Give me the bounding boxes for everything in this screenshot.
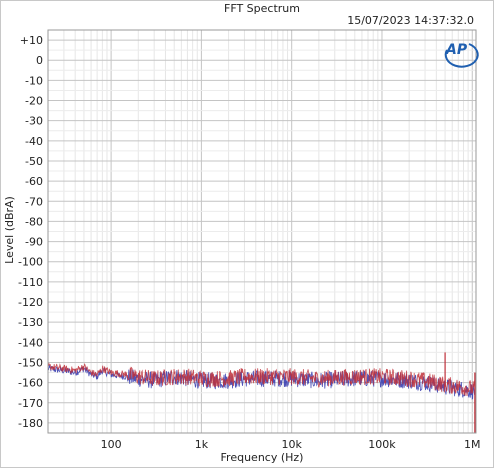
- y-tick-label: +10: [20, 34, 43, 47]
- x-tick-label: 1M: [464, 438, 481, 451]
- plot-area: +10 0 -10 -20 -30 -40 -50 -60 -70 -80 -90 -100 -110 -…: [18, 29, 481, 451]
- timestamp: 15/07/2023 14:37:32.0: [347, 14, 474, 27]
- y-tick-label: -40: [25, 135, 43, 148]
- y-tick-label: -180: [18, 417, 43, 430]
- y-tick-label: -10: [25, 74, 43, 87]
- logo-swoosh: [444, 43, 479, 68]
- y-tick-label: -120: [18, 296, 43, 309]
- y-tick-label: -140: [18, 336, 43, 349]
- y-tick-label: -20: [25, 95, 43, 108]
- y-tick-label: -60: [25, 175, 43, 188]
- chart-title: FFT Spectrum: [224, 2, 300, 15]
- x-axis-label: Frequency (Hz): [221, 451, 304, 464]
- y-tick-label: -130: [18, 316, 43, 329]
- y-tick-label: -90: [25, 236, 43, 249]
- y-tick-label: -80: [25, 215, 43, 228]
- y-tick-label: 0: [36, 54, 43, 67]
- y-tick-label: -160: [18, 377, 43, 390]
- y-tick-label: -170: [18, 397, 43, 410]
- plot-border: [47, 29, 477, 434]
- spectrum-trace: [47, 362, 477, 397]
- y-tick-label: -50: [25, 155, 43, 168]
- y-tick-label: -110: [18, 276, 43, 289]
- x-tick-label: 100k: [368, 438, 396, 451]
- x-tick-label: 10k: [281, 438, 302, 451]
- x-tick-label: 1k: [195, 438, 209, 451]
- y-tick-label: -30: [25, 115, 43, 128]
- logo-text: AP: [445, 42, 468, 58]
- y-tick-label: -150: [18, 356, 43, 369]
- y-axis-label: Level (dBrA): [3, 196, 16, 264]
- y-tick-label: -70: [25, 195, 43, 208]
- ap-logo: AP: [444, 42, 479, 68]
- y-tick-label: -100: [18, 256, 43, 269]
- x-tick-label: 100: [101, 438, 122, 451]
